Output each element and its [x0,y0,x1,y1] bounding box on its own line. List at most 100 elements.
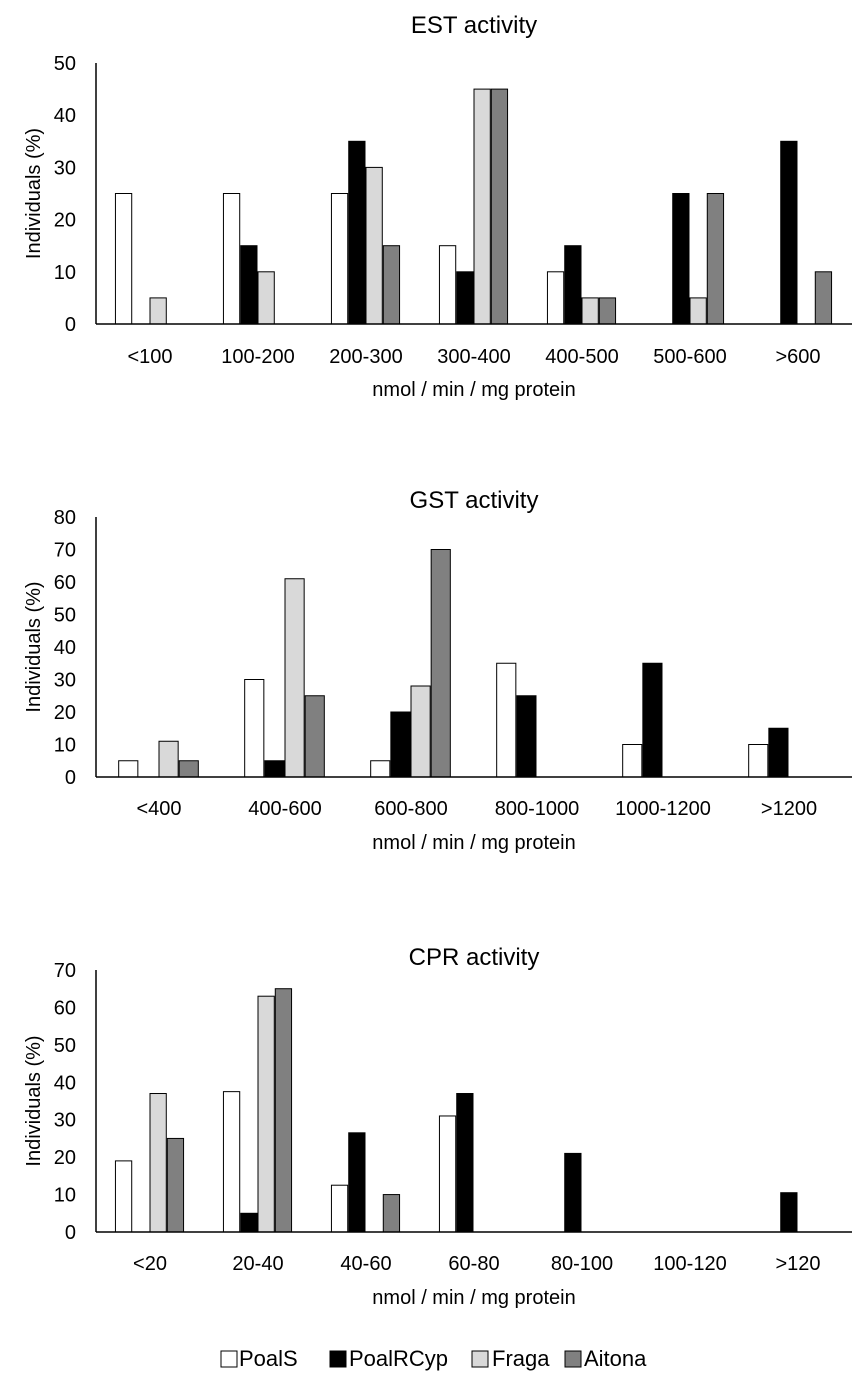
bar-poals-400-500 [546,271,565,325]
bar-poals-400-600 [244,679,265,778]
chart-title: GST activity [410,487,539,514]
bar-poalrcyp-80-100 [564,1152,582,1233]
x-tick-label: 300-400 [437,346,510,368]
y-tick-label: 30 [54,1110,76,1132]
bar-aitona-300-400 [490,88,509,325]
legend: PoalS PoalRCyp Fraga Aitona [220,1346,647,1371]
x-tick-label: <100 [127,346,172,368]
y-tick-label: 50 [54,605,76,627]
y-tick-label: 20 [54,1147,76,1169]
bar-poalrcyp-100-200 [240,245,258,325]
bar-fraga-400-600 [284,578,305,778]
bar-poals-1000-1200 [622,744,643,778]
x-tick-label: 1000-1200 [615,798,711,820]
y-tick-label: 70 [54,540,76,562]
y-tick-label: 40 [54,105,76,127]
bar-poals-60-80 [438,1115,457,1233]
bar-aitona-200-300 [382,245,401,325]
y-tick-label: 30 [54,157,76,179]
chart-title: EST activity [411,12,537,39]
y-axis-label: Individuals (%) [23,128,45,259]
x-tick-label: 400-600 [248,798,321,820]
bar-poals-300-400 [438,245,457,325]
y-tick-label: 10 [54,735,76,757]
bar-aitona-gt600 [814,271,833,325]
bar-aitona-500-600 [706,193,725,325]
legend-item-aitona: Aitona [564,1346,647,1371]
bar-poalrcyp-60-80 [456,1093,474,1233]
bar-aitona-lt400 [178,760,199,778]
x-tick-label: >600 [775,346,820,368]
chart-est: EST activity 0 10 20 30 40 50 Individuals (%) <1… [23,12,852,401]
x-tick-label: 100-120 [653,1253,726,1275]
bar-aitona-40-60 [382,1194,401,1233]
x-axis-label: nmol / min / mg protein [372,832,575,854]
bar-fraga-200-300 [365,166,383,325]
bar-poalrcyp-500-600 [672,193,690,325]
x-axis-label: nmol / min / mg protein [372,1287,575,1309]
bar-poals-100-200 [222,193,241,325]
legend-swatch-fraga [471,1350,489,1368]
y-tick-label: 0 [65,767,76,789]
legend-swatch-poalrcyp [329,1350,347,1368]
legend-label-poals: PoalS [239,1346,298,1371]
x-tick-label: 100-200 [221,346,294,368]
bar-poals-200-300 [330,193,349,325]
y-tick-label: 40 [54,637,76,659]
bar-poalrcyp-200-300 [348,140,366,325]
y-tick-label: 20 [54,702,76,724]
y-tick-label: 30 [54,670,76,692]
x-tick-label: >120 [775,1253,820,1275]
legend-item-poalrcyp: PoalRCyp [329,1346,448,1371]
bar-fraga-lt400 [158,740,179,778]
legend-label-fraga: Fraga [492,1346,550,1371]
bar-fraga-400-500 [581,297,599,325]
y-axis-label: Individuals (%) [23,581,45,712]
bar-poalrcyp-gt1200 [768,727,789,778]
bar-fraga-100-200 [257,271,275,325]
chart-gst: GST activity 0 10 20 30 40 50 60 70 80 Individuals… [23,487,852,854]
bar-poalrcyp-20-40 [240,1212,258,1233]
x-tick-label: >1200 [761,798,817,820]
bar-poalrcyp-400-500 [564,245,582,325]
x-tick-label: 500-600 [653,346,726,368]
bar-fraga-500-600 [689,297,707,325]
bar-poals-800-1000 [496,662,517,778]
y-tick-label: 10 [54,262,76,284]
y-tick-label: 20 [54,210,76,232]
y-tick-label: 70 [54,960,76,982]
bar-poalrcyp-gt120 [780,1192,798,1233]
bar-poals-lt20 [114,1160,133,1233]
y-tick-label: 50 [54,53,76,75]
legend-swatch-poals [220,1350,238,1368]
bar-fraga-300-400 [473,88,491,325]
bar-poalrcyp-gt600 [780,140,798,325]
x-tick-label: <20 [133,1253,167,1275]
x-tick-label: 20-40 [232,1253,283,1275]
bar-poalrcyp-300-400 [456,271,474,325]
x-tick-label: <400 [136,798,181,820]
bar-aitona-400-500 [598,297,617,325]
y-tick-label: 60 [54,997,76,1019]
bar-poalrcyp-40-60 [348,1132,366,1233]
y-tick-label: 60 [54,572,76,594]
y-tick-label: 0 [65,1222,76,1244]
bar-fraga-lt100 [149,297,167,325]
bar-poals-lt100 [114,193,133,325]
y-tick-label: 0 [65,314,76,336]
legend-item-fraga: Fraga [471,1346,550,1371]
bar-aitona-600-800 [430,549,451,778]
y-tick-label: 10 [54,1185,76,1207]
y-axis-label: Individuals (%) [23,1035,45,1166]
bar-fraga-lt20 [149,1093,167,1233]
y-tick-label: 80 [54,507,76,529]
x-axis-label: nmol / min / mg protein [372,379,575,401]
legend-label-aitona: Aitona [584,1346,647,1371]
bar-poals-20-40 [222,1091,241,1233]
x-tick-label: 800-1000 [495,798,580,820]
chart-cpr: CPR activity 0 10 20 30 40 50 60 70 Individuals (… [23,944,852,1309]
bar-poals-40-60 [330,1184,349,1233]
bar-aitona-20-40 [274,988,293,1233]
x-tick-label: 80-100 [551,1253,613,1275]
